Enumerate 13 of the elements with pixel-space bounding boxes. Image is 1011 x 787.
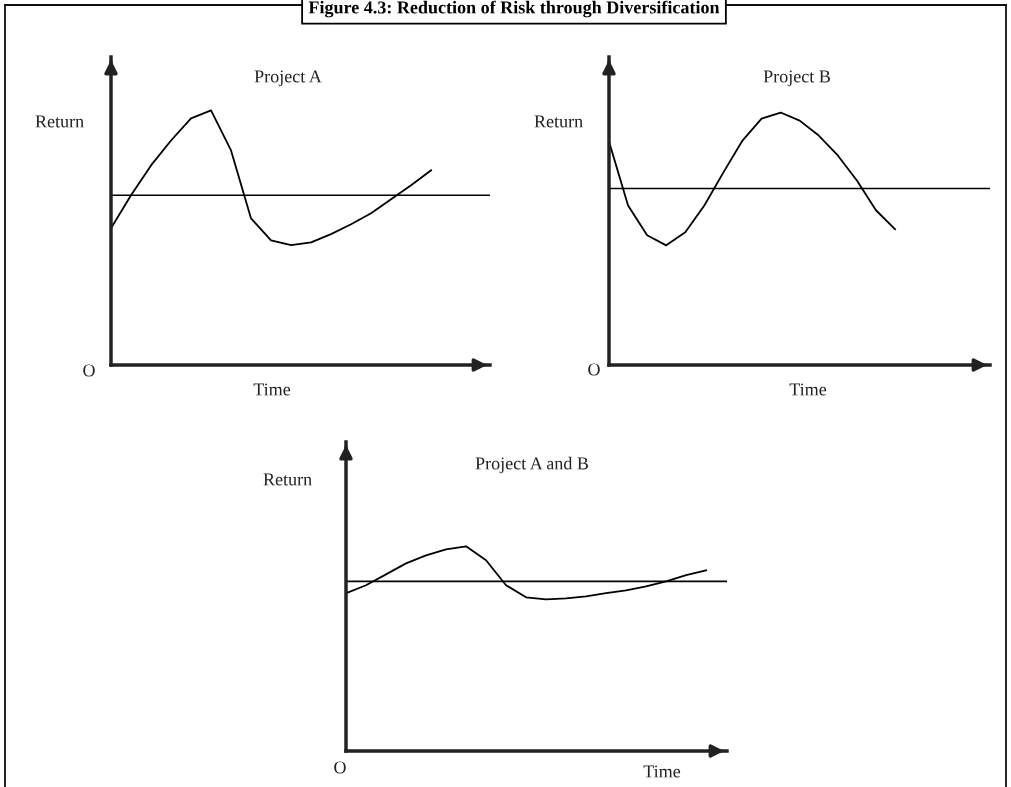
text: Figure 4.3: Reduction of Risk through Diversification [308, 0, 720, 18]
y-axis-title: Return [35, 115, 84, 128]
x-axis-title: Time [789, 383, 827, 396]
y-axis-title: Return [263, 473, 312, 486]
chart-subtitle: Project A and B [475, 456, 589, 474]
x-axis-title: Time [643, 765, 681, 778]
text: O [83, 364, 95, 377]
y-axis-title: Return [534, 115, 583, 128]
annotation: O [588, 363, 600, 376]
chart-subtitle: Project A [254, 70, 322, 87]
text: O [334, 761, 346, 774]
x-axis-title: Time [253, 383, 291, 396]
chart-subtitle: Project B [763, 70, 830, 87]
